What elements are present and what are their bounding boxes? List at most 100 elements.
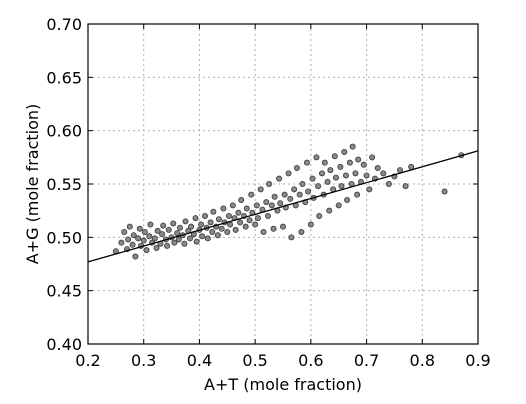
data-point <box>360 161 367 168</box>
data-point <box>188 223 195 230</box>
data-point <box>224 228 231 235</box>
y-tick-label: 0.55 <box>46 175 82 194</box>
data-point <box>277 200 284 207</box>
y-tick-label: 0.45 <box>46 282 82 301</box>
data-point <box>192 215 199 222</box>
data-point <box>257 186 264 193</box>
data-point <box>215 216 222 223</box>
data-point <box>441 188 448 195</box>
data-point <box>141 228 148 235</box>
data-point <box>151 235 158 242</box>
data-point <box>227 221 234 228</box>
data-point <box>285 170 292 177</box>
data-point <box>248 191 255 198</box>
data-point <box>260 228 267 235</box>
data-point <box>204 235 211 242</box>
data-point <box>159 231 166 238</box>
data-points <box>112 143 465 260</box>
data-point <box>309 175 316 182</box>
data-point <box>344 196 351 203</box>
data-point <box>140 237 147 244</box>
data-point <box>170 220 177 227</box>
data-point <box>380 170 387 177</box>
data-point <box>193 238 200 245</box>
data-point <box>243 205 250 212</box>
data-point <box>182 218 189 225</box>
data-point <box>402 183 409 190</box>
x-tick-label: 0.9 <box>465 351 490 370</box>
data-point <box>291 186 298 193</box>
y-tick-label: 0.50 <box>46 228 82 247</box>
data-point <box>147 221 154 228</box>
data-point <box>121 228 128 235</box>
data-point <box>326 207 333 214</box>
data-point <box>235 209 242 216</box>
data-point <box>268 202 275 209</box>
x-tick-label: 0.8 <box>410 351 435 370</box>
data-point <box>303 159 310 166</box>
x-tick-label: 0.3 <box>131 351 156 370</box>
x-tick-label: 0.2 <box>75 351 100 370</box>
data-point <box>253 202 260 209</box>
x-tick-label: 0.7 <box>354 351 379 370</box>
data-point <box>181 240 188 247</box>
y-tick-label: 0.40 <box>46 335 82 354</box>
data-point <box>321 159 328 166</box>
data-point <box>337 163 344 170</box>
data-point <box>130 232 137 239</box>
data-point <box>171 239 178 246</box>
data-point <box>214 232 221 239</box>
data-point <box>218 225 225 232</box>
data-point <box>153 244 160 251</box>
data-point <box>136 225 143 232</box>
data-point <box>296 191 303 198</box>
data-point <box>238 196 245 203</box>
data-point <box>355 156 362 163</box>
data-point <box>374 164 381 171</box>
data-point <box>154 227 161 234</box>
data-point <box>125 236 132 243</box>
data-point <box>242 223 249 230</box>
data-point <box>287 195 294 202</box>
data-point <box>279 223 286 230</box>
data-point <box>307 221 314 228</box>
data-point <box>263 199 270 206</box>
data-point <box>342 172 349 179</box>
y-axis-label: A+G (mole fraction) <box>23 104 42 265</box>
axis-ticks: 0.2 0.3 0.4 0.5 0.6 0.7 0.8 0.9 0.40 0.45 0.50 0.55… <box>46 15 490 370</box>
data-point <box>332 174 339 181</box>
data-point <box>252 221 259 228</box>
x-tick-label: 0.4 <box>187 351 212 370</box>
y-tick-label: 0.65 <box>46 68 82 87</box>
data-point <box>232 226 239 233</box>
data-point <box>146 233 153 240</box>
data-point <box>118 239 125 246</box>
data-point <box>201 212 208 219</box>
regression-line <box>87 150 479 263</box>
data-point <box>254 215 261 222</box>
data-point <box>165 226 172 233</box>
x-tick-label: 0.5 <box>242 351 267 370</box>
data-point <box>209 228 216 235</box>
data-point <box>316 212 323 219</box>
data-point <box>186 235 193 242</box>
y-tick-label: 0.60 <box>46 122 82 141</box>
data-point <box>327 167 334 174</box>
grid <box>87 23 479 345</box>
data-point <box>385 180 392 187</box>
data-point <box>288 234 295 241</box>
data-point <box>199 233 206 240</box>
data-point <box>143 247 150 254</box>
data-point <box>293 164 300 171</box>
data-point <box>175 236 182 243</box>
data-point <box>164 242 171 249</box>
data-point <box>318 170 325 177</box>
data-point <box>270 225 277 232</box>
data-point <box>210 208 217 215</box>
y-tick-label: 0.70 <box>46 15 82 34</box>
data-point <box>246 217 253 224</box>
data-point <box>315 183 322 190</box>
data-point <box>264 212 271 219</box>
data-point <box>352 170 359 177</box>
